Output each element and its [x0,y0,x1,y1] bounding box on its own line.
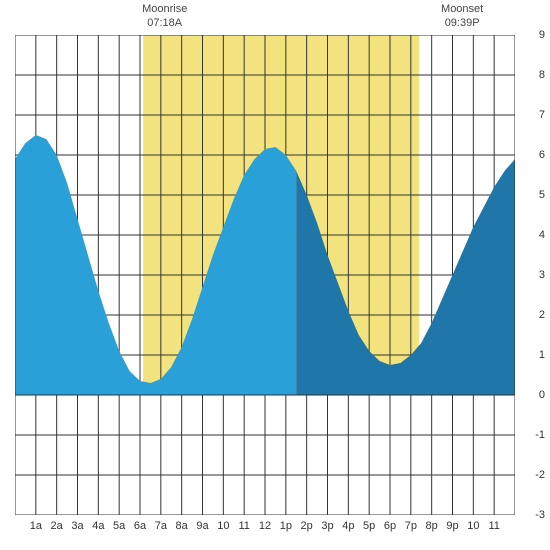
moonset-label: Moonset 09:39P [441,2,483,31]
moon-event-header: Moonrise 07:18A Moonset 09:39P [0,2,550,37]
y-tick: 9 [539,29,545,41]
x-tick: 3p [321,520,333,532]
x-tick: 4a [92,520,104,532]
y-tick: 3 [539,269,545,281]
moonrise-time: 07:18A [142,16,187,30]
y-tick: -1 [535,429,545,441]
x-tick: 1a [30,520,42,532]
moonset-time: 09:39P [441,16,483,30]
y-tick: 7 [539,109,545,121]
y-tick: 8 [539,69,545,81]
x-tick: 4p [342,520,354,532]
x-tick: 2p [301,520,313,532]
x-tick: 8a [176,520,188,532]
x-tick: 5a [113,520,125,532]
x-tick: 8p [426,520,438,532]
y-tick: 6 [539,149,545,161]
x-tick: 1p [280,520,292,532]
x-tick: 5p [363,520,375,532]
y-tick: 0 [539,389,545,401]
x-tick: 12 [259,520,271,532]
y-tick: 1 [539,349,545,361]
x-tick: 11 [238,520,249,532]
x-tick: 10 [217,520,229,532]
x-axis: 1a 2a 3a 4a 5a 6a 7a 8a 9a 10 11 12 1p 2p 3p 4p 5p 6p 7p 8p… [15,520,515,540]
y-tick: -3 [535,509,545,521]
x-tick: 3a [71,520,83,532]
x-tick: 6a [134,520,146,532]
x-tick: 9a [196,520,208,532]
tide-chart: Moonrise 07:18A Moonset 09:39P -3-2-1012… [0,0,550,550]
moonrise-title: Moonrise [142,2,187,16]
x-tick: 2a [51,520,63,532]
x-tick: 9p [446,520,458,532]
y-tick: 2 [539,309,545,321]
x-tick: 7a [155,520,167,532]
y-tick: 4 [539,229,545,241]
moonset-title: Moonset [441,2,483,16]
moonrise-label: Moonrise 07:18A [142,2,187,31]
x-tick: 10 [467,520,479,532]
x-tick: 6p [384,520,396,532]
chart-svg [15,35,515,515]
x-tick: 11 [488,520,499,532]
y-tick: 5 [539,189,545,201]
plot-area [15,35,515,515]
y-tick: -2 [535,469,545,481]
y-axis: -3-2-10123456789 [520,35,545,515]
x-tick: 7p [405,520,417,532]
